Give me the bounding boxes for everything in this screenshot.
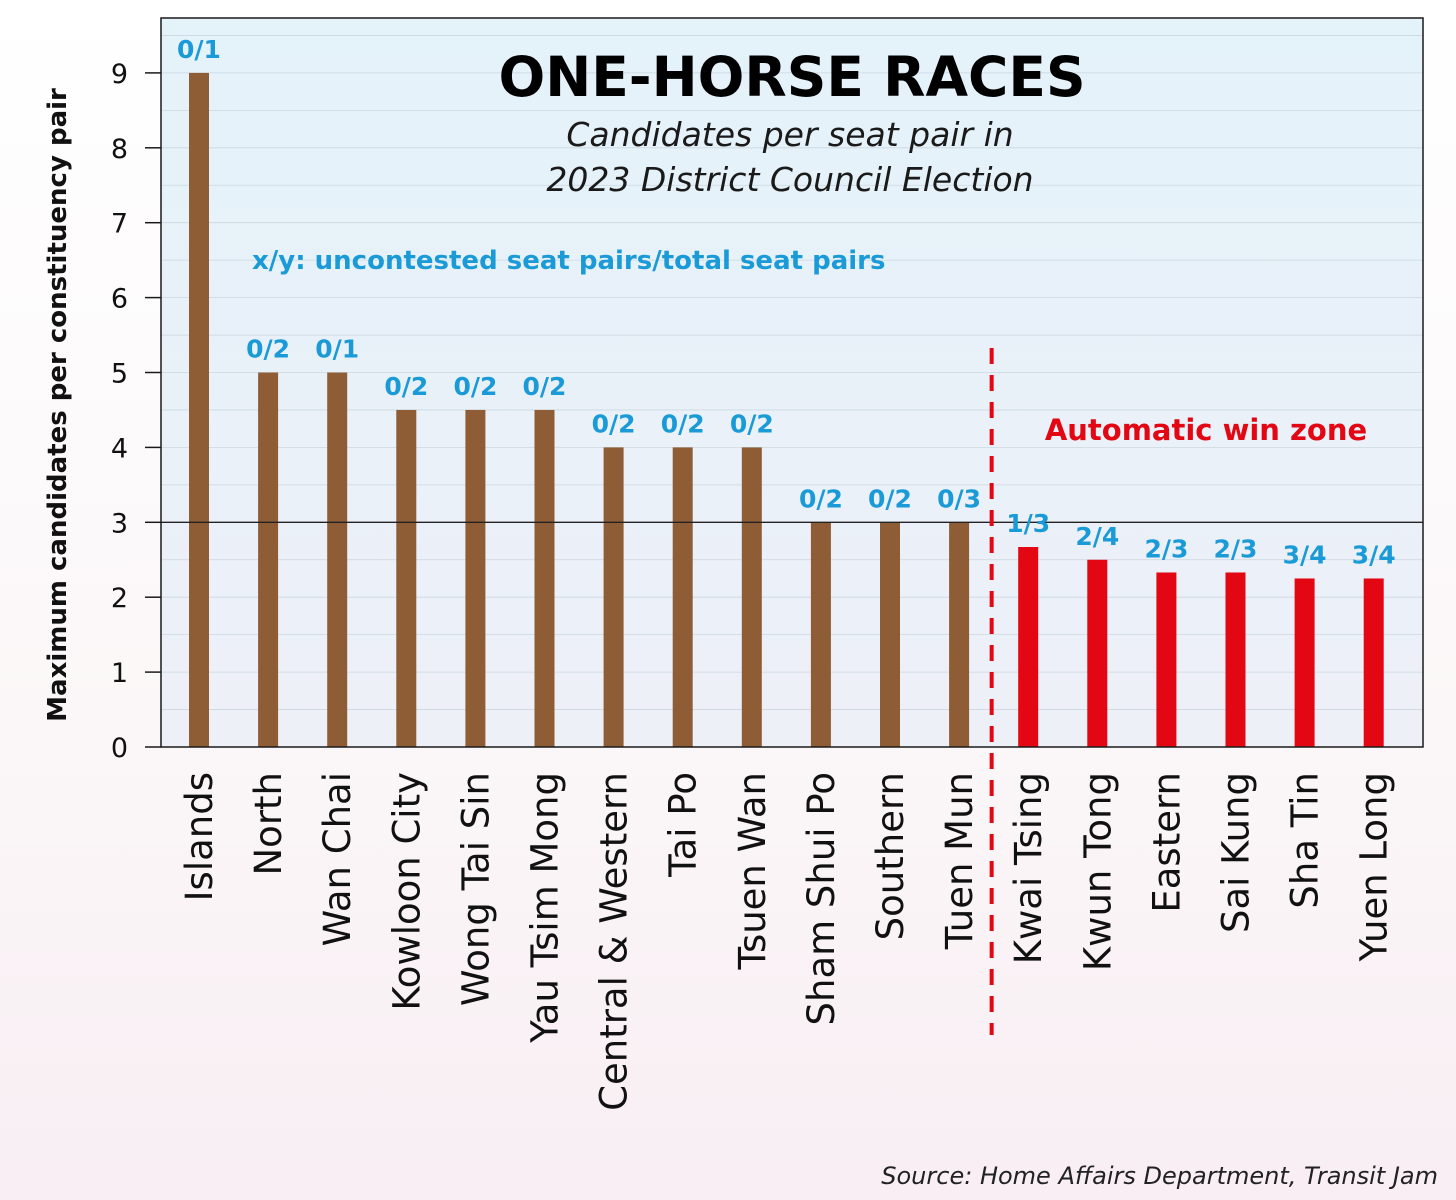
y-tick-label: 3 xyxy=(111,508,128,539)
bar xyxy=(258,372,279,747)
x-tick-label: Islands xyxy=(178,772,221,901)
x-tick-label: Kwai Tsing xyxy=(1007,772,1050,964)
data-label: 2/3 xyxy=(1214,534,1258,563)
data-label: 0/1 xyxy=(315,335,359,364)
data-label: 0/2 xyxy=(453,372,497,401)
bar xyxy=(810,522,831,747)
x-tick-label: Eastern xyxy=(1145,772,1188,913)
x-axis-ticks: Islands North Wan Chai Kowloon City Wong Tai… xyxy=(178,772,1396,1111)
bar xyxy=(327,372,348,747)
x-tick-label: Tuen Mun xyxy=(938,772,981,950)
x-tick-label: Sai Kung xyxy=(1215,772,1258,933)
bar xyxy=(603,447,624,747)
x-tick-label: Wong Tai Sin xyxy=(454,772,497,1006)
source-note: Source: Home Affairs Department, Transit… xyxy=(881,1162,1438,1190)
data-labels: 0/1 0/2 0/1 0/2 0/2 0/2 0/2 0/2 0/2 0/2 0/2 0/3 1/3 2… xyxy=(177,35,1396,570)
data-label: 0/2 xyxy=(868,484,912,513)
x-tick-label: Wan Chai xyxy=(316,772,359,946)
data-label: 2/4 xyxy=(1075,522,1119,551)
data-label: 0/2 xyxy=(384,372,428,401)
data-label: 0/1 xyxy=(177,35,221,64)
data-label: 3/4 xyxy=(1352,540,1396,569)
x-tick-label: Kowloon City xyxy=(385,772,428,1011)
data-label: 1/3 xyxy=(1006,509,1050,538)
data-label: 0/2 xyxy=(661,409,705,438)
chart-title: ONE-HORSE RACES xyxy=(498,45,1085,109)
bar xyxy=(1087,559,1108,747)
x-tick-label: Yau Tsim Mong xyxy=(524,772,567,1044)
bar xyxy=(534,409,555,747)
bar xyxy=(949,522,970,747)
x-tick-label: Sha Tin xyxy=(1284,772,1327,909)
bar xyxy=(880,522,900,747)
bar xyxy=(1225,572,1246,747)
y-tick-label: 4 xyxy=(111,433,128,464)
bar xyxy=(465,409,486,747)
data-label: 3/4 xyxy=(1283,540,1327,569)
legend-note: x/y: uncontested seat pairs/total seat p… xyxy=(252,246,885,276)
y-tick-label: 8 xyxy=(111,134,128,165)
chart-subtitle-line-1: Candidates per seat pair in xyxy=(566,115,1013,154)
bar xyxy=(1018,547,1039,747)
bar xyxy=(1294,578,1315,747)
x-tick-label: Tsuen Wan xyxy=(731,772,774,971)
x-tick-label: Sham Shui Po xyxy=(800,772,843,1025)
data-label: 0/3 xyxy=(937,484,981,513)
y-tick-label: 0 xyxy=(111,733,128,764)
x-tick-label: Central & Western xyxy=(593,772,636,1111)
chart-subtitle-line-2: 2023 District Council Election xyxy=(546,160,1033,199)
y-tick-label: 9 xyxy=(111,59,128,90)
gridlines xyxy=(161,35,1423,710)
data-label: 0/2 xyxy=(523,372,567,401)
data-label: 0/2 xyxy=(799,484,843,513)
data-label: 0/2 xyxy=(592,409,636,438)
bars xyxy=(189,72,1384,747)
y-axis-ticks: 0 1 2 3 4 5 6 7 8 9 xyxy=(111,59,161,764)
plot-area-background xyxy=(161,18,1423,747)
x-tick-label: North xyxy=(247,772,290,875)
y-tick-label: 6 xyxy=(111,284,128,315)
data-label: 2/3 xyxy=(1144,534,1188,563)
x-tick-label: Tai Po xyxy=(662,772,705,878)
plot-area-border xyxy=(160,17,1424,748)
bar xyxy=(396,409,417,747)
x-tick-label: Yuen Long xyxy=(1353,772,1396,962)
y-tick-label: 7 xyxy=(111,209,128,240)
bar xyxy=(741,447,762,747)
bar xyxy=(672,447,693,747)
data-label: 0/2 xyxy=(246,335,290,364)
bar xyxy=(1363,578,1384,747)
y-tick-label: 1 xyxy=(111,658,128,689)
bar xyxy=(1156,572,1177,747)
x-tick-label: Southern xyxy=(869,772,912,940)
y-axis-label: Maximum candidates per constituency pair xyxy=(43,88,73,722)
x-tick-label: Kwun Tong xyxy=(1076,772,1119,971)
y-tick-label: 2 xyxy=(111,583,128,614)
bar xyxy=(189,72,209,747)
automatic-win-zone-label: Automatic win zone xyxy=(1045,413,1367,447)
data-label: 0/2 xyxy=(730,409,774,438)
y-tick-label: 5 xyxy=(111,359,128,390)
